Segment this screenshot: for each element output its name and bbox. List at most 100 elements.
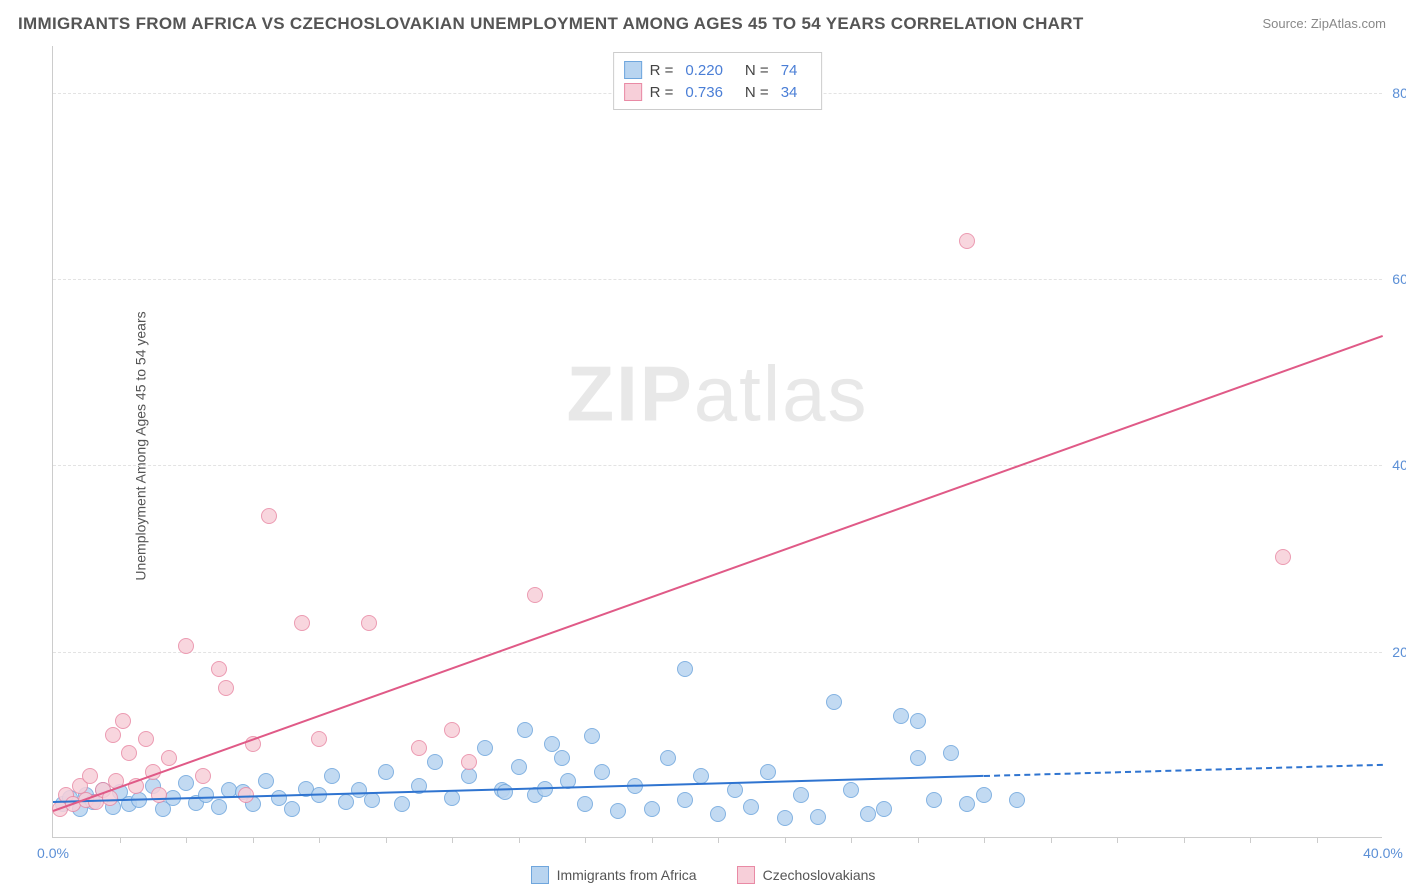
y-tick-label: 20.0% [1392, 644, 1406, 660]
y-tick-label: 60.0% [1392, 271, 1406, 287]
scatter-point [151, 787, 167, 803]
n-label: N = [745, 84, 769, 101]
plot-region: ZIPatlas R =0.220N =74R =0.736N =34 20.0… [52, 46, 1382, 838]
scatter-point [544, 736, 560, 752]
x-tick-mark [785, 837, 786, 843]
scatter-point [427, 754, 443, 770]
scatter-point [411, 740, 427, 756]
scatter-point [743, 799, 759, 815]
scatter-point [178, 775, 194, 791]
scatter-point [444, 790, 460, 806]
legend-swatch [737, 866, 755, 884]
scatter-point [517, 722, 533, 738]
x-tick-mark [1051, 837, 1052, 843]
scatter-point [82, 768, 98, 784]
scatter-point [910, 713, 926, 729]
x-tick-mark [851, 837, 852, 843]
scatter-point [910, 750, 926, 766]
scatter-point [644, 801, 660, 817]
scatter-point [461, 754, 477, 770]
scatter-point [843, 782, 859, 798]
scatter-point [760, 764, 776, 780]
scatter-point [860, 806, 876, 822]
scatter-point [394, 796, 410, 812]
scatter-point [338, 794, 354, 810]
legend-swatch [624, 61, 642, 79]
scatter-point [660, 750, 676, 766]
x-tick-mark [1184, 837, 1185, 843]
y-tick-label: 80.0% [1392, 85, 1406, 101]
scatter-point [959, 233, 975, 249]
r-value: 0.736 [685, 84, 723, 101]
x-tick-mark [984, 837, 985, 843]
n-label: N = [745, 62, 769, 79]
scatter-point [527, 587, 543, 603]
scatter-point [727, 782, 743, 798]
scatter-point [710, 806, 726, 822]
scatter-point [115, 713, 131, 729]
scatter-point [161, 750, 177, 766]
scatter-point [138, 731, 154, 747]
scatter-point [1009, 792, 1025, 808]
scatter-point [178, 638, 194, 654]
scatter-point [594, 764, 610, 780]
scatter-point [926, 792, 942, 808]
scatter-point [584, 728, 600, 744]
scatter-point [1275, 549, 1291, 565]
trend-line [984, 763, 1383, 776]
scatter-point [218, 680, 234, 696]
r-label: R = [650, 62, 674, 79]
x-tick-mark [253, 837, 254, 843]
x-tick-mark [120, 837, 121, 843]
scatter-point [198, 787, 214, 803]
scatter-point [271, 790, 287, 806]
scatter-point [477, 740, 493, 756]
scatter-point [511, 759, 527, 775]
scatter-point [976, 787, 992, 803]
scatter-point [211, 799, 227, 815]
x-tick-mark [186, 837, 187, 843]
scatter-point [258, 773, 274, 789]
chart-area: ZIPatlas R =0.220N =74R =0.736N =34 20.0… [52, 46, 1382, 838]
scatter-point [793, 787, 809, 803]
scatter-point [943, 745, 959, 761]
source-attribution: Source: ZipAtlas.com [1262, 16, 1386, 31]
legend-label: Czechoslovakians [763, 867, 876, 883]
x-tick-label: 40.0% [1363, 845, 1403, 861]
scatter-point [105, 727, 121, 743]
scatter-point [959, 796, 975, 812]
scatter-point [195, 768, 211, 784]
scatter-point [876, 801, 892, 817]
legend-stats-box: R =0.220N =74R =0.736N =34 [613, 52, 823, 110]
r-value: 0.220 [685, 62, 723, 79]
x-tick-mark [386, 837, 387, 843]
legend-swatch [624, 83, 642, 101]
scatter-point [378, 764, 394, 780]
scatter-point [261, 508, 277, 524]
x-tick-mark [1317, 837, 1318, 843]
scatter-point [211, 661, 227, 677]
scatter-point [324, 768, 340, 784]
y-tick-label: 40.0% [1392, 457, 1406, 473]
grid-line [53, 652, 1382, 653]
scatter-point [826, 694, 842, 710]
scatter-point [677, 792, 693, 808]
scatter-point [294, 615, 310, 631]
scatter-point [777, 810, 793, 826]
scatter-point [461, 768, 477, 784]
scatter-point [121, 745, 137, 761]
trend-line [53, 335, 1384, 812]
scatter-point [554, 750, 570, 766]
r-label: R = [650, 84, 674, 101]
x-tick-mark [1250, 837, 1251, 843]
x-tick-mark [452, 837, 453, 843]
x-tick-mark [652, 837, 653, 843]
legend-swatch [531, 866, 549, 884]
chart-title: IMMIGRANTS FROM AFRICA VS CZECHOSLOVAKIA… [18, 14, 1084, 34]
x-tick-label: 0.0% [37, 845, 69, 861]
scatter-point [610, 803, 626, 819]
scatter-point [361, 615, 377, 631]
legend-bottom: Immigrants from Africa Czechoslovakians [0, 866, 1406, 884]
legend-stat-row: R =0.220N =74 [624, 59, 812, 81]
legend-label: Immigrants from Africa [557, 867, 697, 883]
